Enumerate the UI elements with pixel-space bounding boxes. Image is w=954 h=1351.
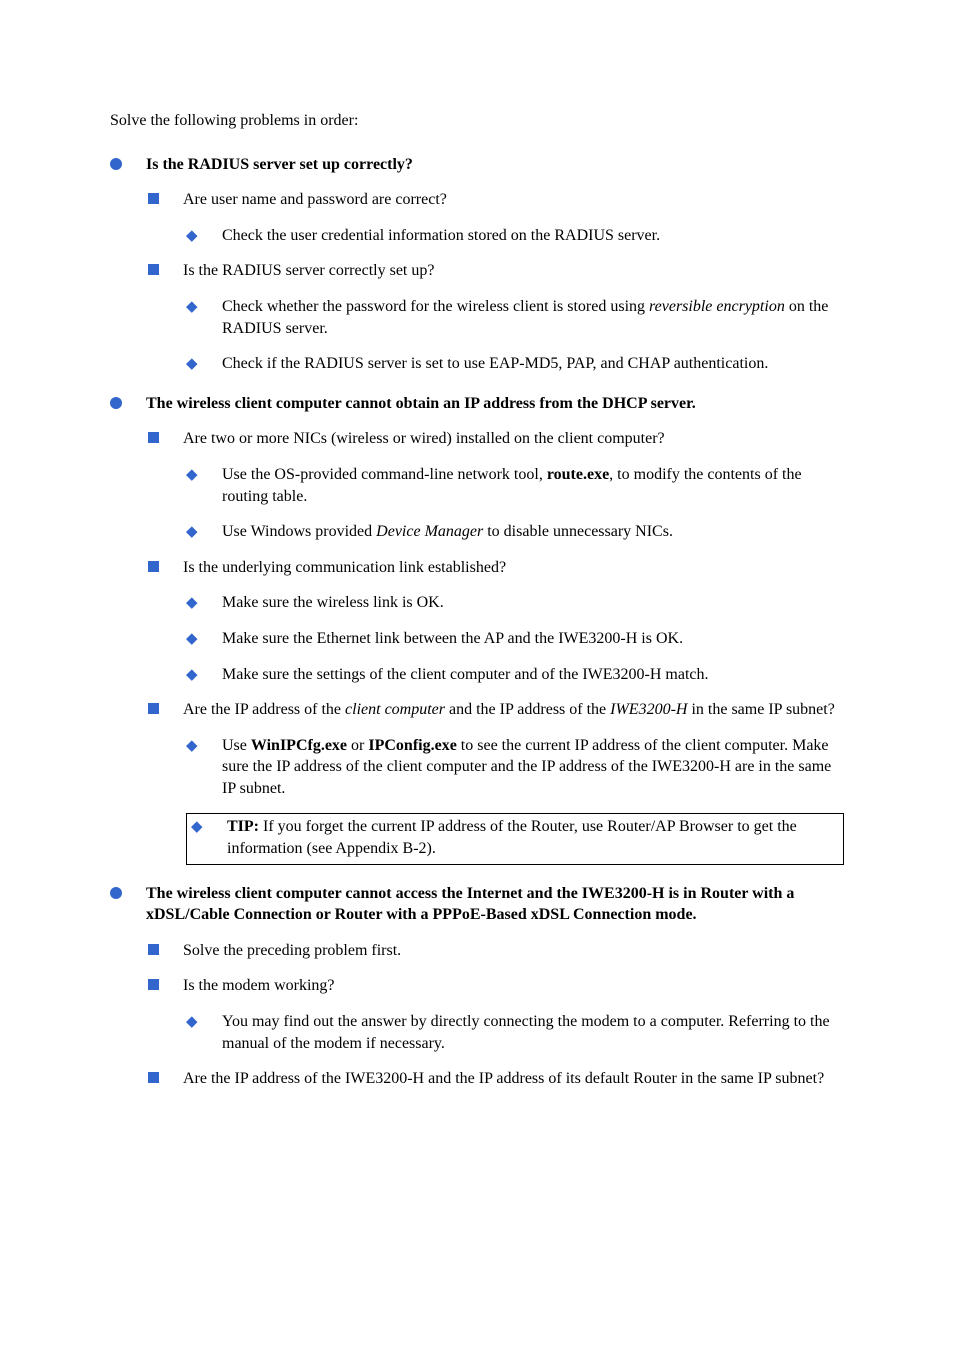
text-run: and the IP address of the [445,701,610,718]
text-run: Check the user credential information st… [222,227,660,244]
list-item-level2: ◆ Make sure the wireless link is OK. [186,592,844,614]
bullet-square-icon [148,944,159,955]
text-run: IWE3200-H [610,701,687,718]
list-subitem-text: Make sure the Ethernet link between the … [222,628,844,650]
list-item-level2: ◆ Check whether the password for the wire… [186,296,844,339]
list-subitem-text: Check if the RADIUS server is set to use… [222,353,844,375]
text-run: Use [222,737,251,754]
bullet-diamond-icon: ◆ [186,594,198,612]
list-item-level2: ◆ Make sure the settings of the client co… [186,664,844,686]
tip-row: ◆ TIP: If you forget the current IP addre… [191,816,839,859]
list-item-level1: Solve the preceding problem first. [148,940,844,962]
bullet-square-icon [148,979,159,990]
list-item-level2: ◆ Check if the RADIUS server is set to us… [186,353,844,375]
list-item-level1: Are user name and password are correct? [148,189,844,211]
section: Is the RADIUS server set up correctly? Ar… [110,154,844,375]
list-subitem-text: You may find out the answer by directly … [222,1011,844,1054]
text-run: Device Manager [376,523,483,540]
text-run: IPConfig.exe [368,737,456,754]
text-run: Use Windows provided [222,523,376,540]
bullet-disc-icon [110,158,122,170]
list-item-level1: Are the IP address of the client compute… [148,699,844,721]
section-heading: Is the RADIUS server set up correctly? [110,154,844,176]
list-subitem-text: Make sure the wireless link is OK. [222,592,844,614]
text-run: Check whether the password for the wirel… [222,298,649,315]
list-item-level1: Are two or more NICs (wireless or wired)… [148,428,844,450]
text-run: route.exe [547,466,609,483]
bullet-diamond-icon: ◆ [186,466,198,484]
list-subitem-text: Make sure the settings of the client com… [222,664,844,686]
bullet-diamond-icon: ◆ [186,298,198,316]
text-run: Check if the RADIUS server is set to use… [222,355,768,372]
bullet-disc-icon [110,397,122,409]
list-item-level1: Is the underlying communication link est… [148,557,844,579]
bullet-diamond-icon: ◆ [186,1013,198,1031]
bullet-diamond-icon: ◆ [186,737,198,755]
bullet-diamond-icon: ◆ [191,818,203,836]
list-subitem-text: Use WinIPCfg.exe or IPConfig.exe to see … [222,735,844,800]
bullet-square-icon [148,703,159,714]
section-heading: The wireless client computer cannot obta… [110,393,844,415]
bullet-square-icon [148,432,159,443]
list-subitem-text: Use the OS-provided command-line network… [222,464,844,507]
section-heading: The wireless client computer cannot acce… [110,883,844,926]
list-item-text: Are the IP address of the IWE3200-H and … [183,1068,844,1090]
list-item-text: Is the underlying communication link est… [183,557,844,579]
list-item-level2: ◆ Check the user credential information s… [186,225,844,247]
text-run: reversible encryption [649,298,785,315]
bullet-diamond-icon: ◆ [186,355,198,373]
text-run: TIP: [227,818,263,835]
text-run: If you forget the current IP address of … [227,818,801,857]
document-page: Solve the following problems in order: Is… [0,0,954,1351]
list-item-level1: Are the IP address of the IWE3200-H and … [148,1068,844,1090]
text-run: You may find out the answer by directly … [222,1013,834,1052]
text-run: Make sure the wireless link is OK. [222,594,444,611]
list-item-text: Is the RADIUS server correctly set up? [183,260,844,282]
bullet-square-icon [148,561,159,572]
section: The wireless client computer cannot obta… [110,393,844,865]
text-run: client computer [345,701,445,718]
tip-box: ◆ TIP: If you forget the current IP addre… [186,813,844,864]
list-item-text: Is the modem working? [183,975,844,997]
section-heading-text: The wireless client computer cannot obta… [146,393,844,415]
section-heading-text: The wireless client computer cannot acce… [146,883,844,926]
list-subitem-text: Use Windows provided Device Manager to d… [222,521,844,543]
list-item-level2: ◆ Make sure the Ethernet link between the… [186,628,844,650]
text-run: to disable unnecessary NICs. [483,523,673,540]
list-item-text: Are the IP address of the client compute… [183,699,844,721]
bullet-diamond-icon: ◆ [186,630,198,648]
text-run: in the same IP subnet? [687,701,834,718]
list-item-level1: Is the modem working? [148,975,844,997]
text-run: Make sure the Ethernet link between the … [222,630,683,647]
bullet-disc-icon [110,887,122,899]
list-subitem-text: Check the user credential information st… [222,225,844,247]
bullet-square-icon [148,264,159,275]
list-item-level2: ◆ Use WinIPCfg.exe or IPConfig.exe to see… [186,735,844,800]
list-item-level1: Is the RADIUS server correctly set up? [148,260,844,282]
list-item-text: Solve the preceding problem first. [183,940,844,962]
text-run: Make sure the settings of the client com… [222,666,709,683]
list-item-text: Are user name and password are correct? [183,189,844,211]
list-item-level2: ◆ Use the OS-provided command-line networ… [186,464,844,507]
bullet-square-icon [148,1072,159,1083]
list-item-text: Are two or more NICs (wireless or wired)… [183,428,844,450]
list-item-level2: ◆ Use Windows provided Device Manager to … [186,521,844,543]
tip-text: TIP: If you forget the current IP addres… [227,816,839,859]
bullet-diamond-icon: ◆ [186,227,198,245]
text-run: Use the OS-provided command-line network… [222,466,547,483]
section: The wireless client computer cannot acce… [110,883,844,1090]
text-run: Are the IP address of the [183,701,345,718]
list-subitem-text: Check whether the password for the wirel… [222,296,844,339]
bullet-diamond-icon: ◆ [186,666,198,684]
bullet-diamond-icon: ◆ [186,523,198,541]
intro-text: Solve the following problems in order: [110,110,844,132]
bullet-square-icon [148,193,159,204]
list-item-level2: ◆ You may find out the answer by directly… [186,1011,844,1054]
section-heading-text: Is the RADIUS server set up correctly? [146,154,844,176]
text-run: WinIPCfg.exe [251,737,347,754]
text-run: or [347,737,368,754]
